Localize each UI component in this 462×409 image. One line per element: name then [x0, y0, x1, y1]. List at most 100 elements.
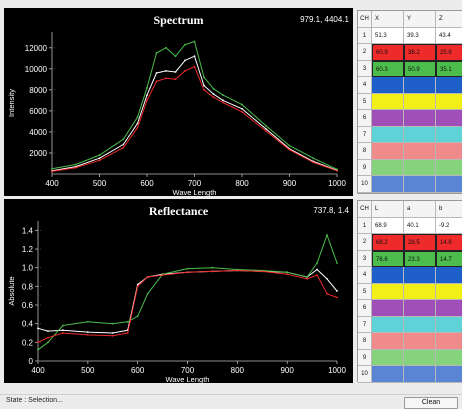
series-2-point [193, 40, 196, 43]
series-2-point [212, 87, 215, 90]
lab-row-5[interactable]: 5 [358, 283, 462, 300]
series-1-point [136, 122, 139, 125]
x-tick-label: 1000 [328, 179, 346, 188]
series-3-point [37, 341, 39, 344]
xyz-value-cell: 60.3 [372, 60, 404, 77]
xyz-value-cell: 38.2 [404, 44, 436, 61]
spectrum-chart-panel[interactable]: Spectrum 979.1, 4404.1 400 500 600 700 800 900 1… [4, 8, 353, 196]
xyz-channel-cell: 1 [358, 27, 372, 44]
lab-value-cell: -9.2 [436, 217, 462, 234]
xyz-channel-cell: 9 [358, 159, 372, 176]
xyz-value-cell [372, 93, 404, 110]
series-2-point [47, 341, 49, 344]
lab-value-cell [436, 333, 462, 350]
series-3-point [98, 159, 101, 162]
series-2-point [186, 267, 189, 270]
lab-row-3[interactable]: 3 76.6 23.3 14.7 [358, 250, 462, 267]
series-1-point [222, 99, 224, 102]
y-tick-label: 1.0 [22, 264, 34, 273]
xyz-channel-cell: 7 [358, 126, 372, 143]
series-1-point [136, 283, 139, 286]
lab-channel-cell: 1 [358, 217, 372, 234]
series-line-2 [37, 234, 338, 351]
lab-row-7[interactable]: 7 [358, 316, 462, 333]
series-3-point [174, 78, 177, 81]
xyz-value-cell [372, 176, 404, 193]
lab-channel-cell: 4 [358, 267, 372, 284]
clean-button[interactable]: Clean [404, 397, 458, 409]
lab-value-cell: 28.5 [404, 234, 436, 251]
lab-channel-cell: 7 [358, 316, 372, 333]
series-1-point [98, 157, 101, 160]
lab-row-4[interactable]: 4 [358, 267, 462, 284]
lab-row-8[interactable]: 8 [358, 333, 462, 350]
lab-row-10[interactable]: 10 [358, 366, 462, 383]
series-1-point [336, 290, 338, 292]
xyz-row-8[interactable]: 8 [358, 143, 462, 160]
series-2-point [111, 322, 114, 325]
series-3-point [336, 296, 338, 299]
series-1-point [241, 107, 243, 110]
series-1-point [184, 59, 186, 62]
xyz-row-10[interactable]: 10 [358, 176, 462, 193]
xyz-value-cell [436, 143, 462, 160]
series-3-point [184, 70, 186, 72]
lab-value-cell: 40.1 [404, 217, 436, 234]
series-3-point [241, 111, 243, 113]
series-3-point [203, 88, 205, 91]
series-3-point [161, 274, 164, 277]
xyz-value-cell [436, 77, 462, 94]
lab-channel-cell: 2 [358, 234, 372, 251]
lab-row-6[interactable]: 6 [358, 300, 462, 317]
x-tick-label: 900 [280, 366, 294, 375]
lab-channel-cell: 10 [358, 366, 372, 383]
status-bar: State : Selection... Clean [0, 394, 462, 409]
xyz-row-7[interactable]: 7 [358, 126, 462, 143]
lab-row-2[interactable]: 2 68.2 28.5 14.6 [358, 234, 462, 251]
spectrum-chart[interactable]: Spectrum 979.1, 4404.1 400 500 600 700 800 900 1… [4, 8, 353, 196]
lab-value-cell [436, 349, 462, 366]
x-tick-label: 1000 [328, 366, 346, 375]
lab-row-9[interactable]: 9 [358, 349, 462, 366]
series-line-1 [37, 269, 338, 334]
lab-value-cell: 23.3 [404, 250, 436, 267]
series-1-point [86, 331, 89, 333]
xyz-value-cell: 43.4 [436, 27, 462, 44]
xyz-value-cell: 35.1 [436, 60, 462, 77]
xyz-header-row: CH X Y Z [358, 11, 462, 28]
y-tick-label: 4000 [29, 128, 47, 137]
series-1-point [174, 71, 177, 73]
series-3-point [155, 80, 158, 83]
series-2-point [86, 320, 89, 323]
lab-channel-cell: 9 [358, 349, 372, 366]
xyz-row-9[interactable]: 9 [358, 159, 462, 176]
xyz-row-3[interactable]: 3 60.3 50.9 35.1 [358, 60, 462, 77]
series-1-point [122, 143, 125, 146]
xyz-value-cell [404, 93, 436, 110]
reflectance-chart-panel[interactable]: Reflectance 737.8, 1.4 400 500 600 700 800 900 1… [4, 199, 353, 383]
x-axis-label: Wave Length [173, 188, 217, 196]
lab-value-cell [404, 267, 436, 284]
xyz-row-6[interactable]: 6 [358, 110, 462, 127]
xyz-row-4[interactable]: 4 [358, 77, 462, 94]
xyz-channel-cell: 6 [358, 110, 372, 127]
lab-value-cell: 68.9 [372, 217, 404, 234]
xyz-value-cell [404, 159, 436, 176]
x-tick-label: 400 [45, 179, 59, 188]
xyz-row-5[interactable]: 5 [358, 93, 462, 110]
series-line-3 [51, 66, 338, 172]
lab-header-cell: L [372, 201, 404, 218]
series-3-point [74, 166, 77, 169]
series-1-point [264, 127, 267, 130]
series-1-point [111, 332, 114, 334]
xyz-channel-cell: 2 [358, 44, 372, 61]
y-tick-label: 12000 [25, 44, 48, 53]
lab-row-1[interactable]: 1 68.9 40.1 -9.2 [358, 217, 462, 234]
xyz-row-1[interactable]: 1 51.3 39.3 43.4 [358, 27, 462, 44]
reflectance-chart[interactable]: Reflectance 737.8, 1.4 400 500 600 700 800 900 1… [4, 199, 353, 383]
lab-value-cell: 14.6 [436, 234, 462, 251]
series-2-point [264, 124, 267, 127]
series-2-point [312, 157, 315, 160]
xyz-row-2[interactable]: 2 60.9 38.2 25.8 [358, 44, 462, 61]
x-tick-label: 700 [181, 366, 195, 375]
